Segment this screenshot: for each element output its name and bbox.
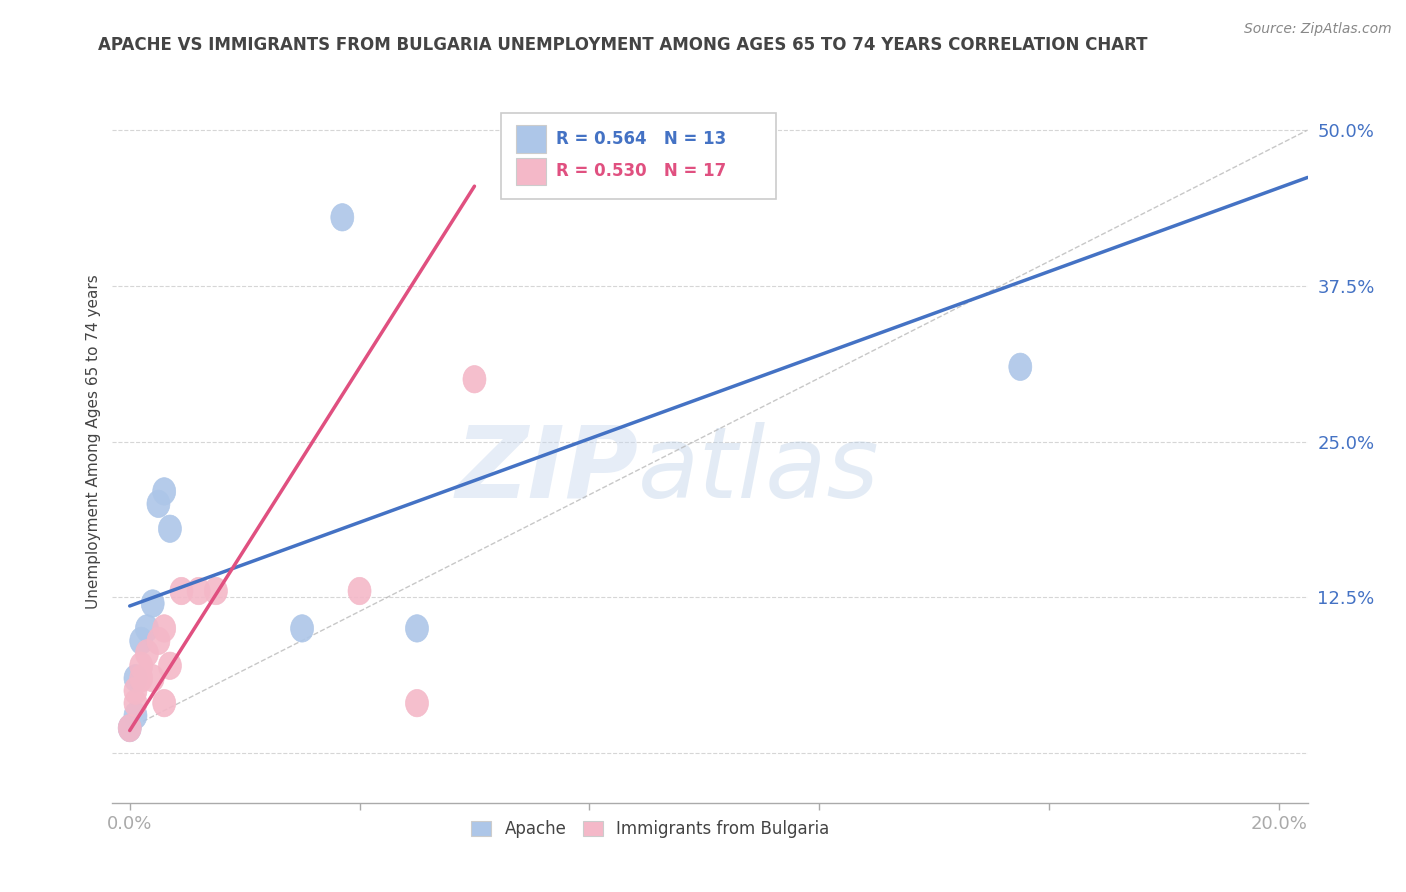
Ellipse shape <box>148 490 170 517</box>
Ellipse shape <box>463 366 486 393</box>
Text: R = 0.530   N = 17: R = 0.530 N = 17 <box>555 162 725 180</box>
Ellipse shape <box>141 590 165 617</box>
Text: R = 0.564   N = 13: R = 0.564 N = 13 <box>555 130 725 148</box>
Text: Source: ZipAtlas.com: Source: ZipAtlas.com <box>1244 22 1392 37</box>
Ellipse shape <box>204 577 228 605</box>
Text: atlas: atlas <box>638 422 880 519</box>
Ellipse shape <box>141 665 165 692</box>
Ellipse shape <box>124 665 148 692</box>
FancyBboxPatch shape <box>516 125 547 153</box>
Ellipse shape <box>159 515 181 542</box>
Y-axis label: Unemployment Among Ages 65 to 74 years: Unemployment Among Ages 65 to 74 years <box>86 274 101 609</box>
Ellipse shape <box>330 203 354 231</box>
Ellipse shape <box>129 652 153 680</box>
Ellipse shape <box>187 577 209 605</box>
Ellipse shape <box>405 615 429 642</box>
Ellipse shape <box>153 690 176 717</box>
Ellipse shape <box>159 652 181 680</box>
Ellipse shape <box>349 577 371 605</box>
Ellipse shape <box>170 577 193 605</box>
Legend: Apache, Immigrants from Bulgaria: Apache, Immigrants from Bulgaria <box>464 814 837 845</box>
Ellipse shape <box>129 665 153 692</box>
Ellipse shape <box>135 640 159 667</box>
Ellipse shape <box>118 714 141 742</box>
Ellipse shape <box>129 627 153 655</box>
Ellipse shape <box>153 477 176 505</box>
Text: APACHE VS IMMIGRANTS FROM BULGARIA UNEMPLOYMENT AMONG AGES 65 TO 74 YEARS CORREL: APACHE VS IMMIGRANTS FROM BULGARIA UNEMP… <box>98 36 1147 54</box>
Ellipse shape <box>135 615 159 642</box>
Ellipse shape <box>124 702 148 730</box>
FancyBboxPatch shape <box>501 112 776 200</box>
Ellipse shape <box>153 615 176 642</box>
Ellipse shape <box>405 690 429 717</box>
Ellipse shape <box>291 615 314 642</box>
Ellipse shape <box>1010 353 1032 381</box>
Text: ZIP: ZIP <box>456 422 638 519</box>
FancyBboxPatch shape <box>516 158 547 185</box>
Ellipse shape <box>124 690 148 717</box>
Ellipse shape <box>118 714 141 742</box>
Ellipse shape <box>124 677 148 705</box>
Ellipse shape <box>148 627 170 655</box>
